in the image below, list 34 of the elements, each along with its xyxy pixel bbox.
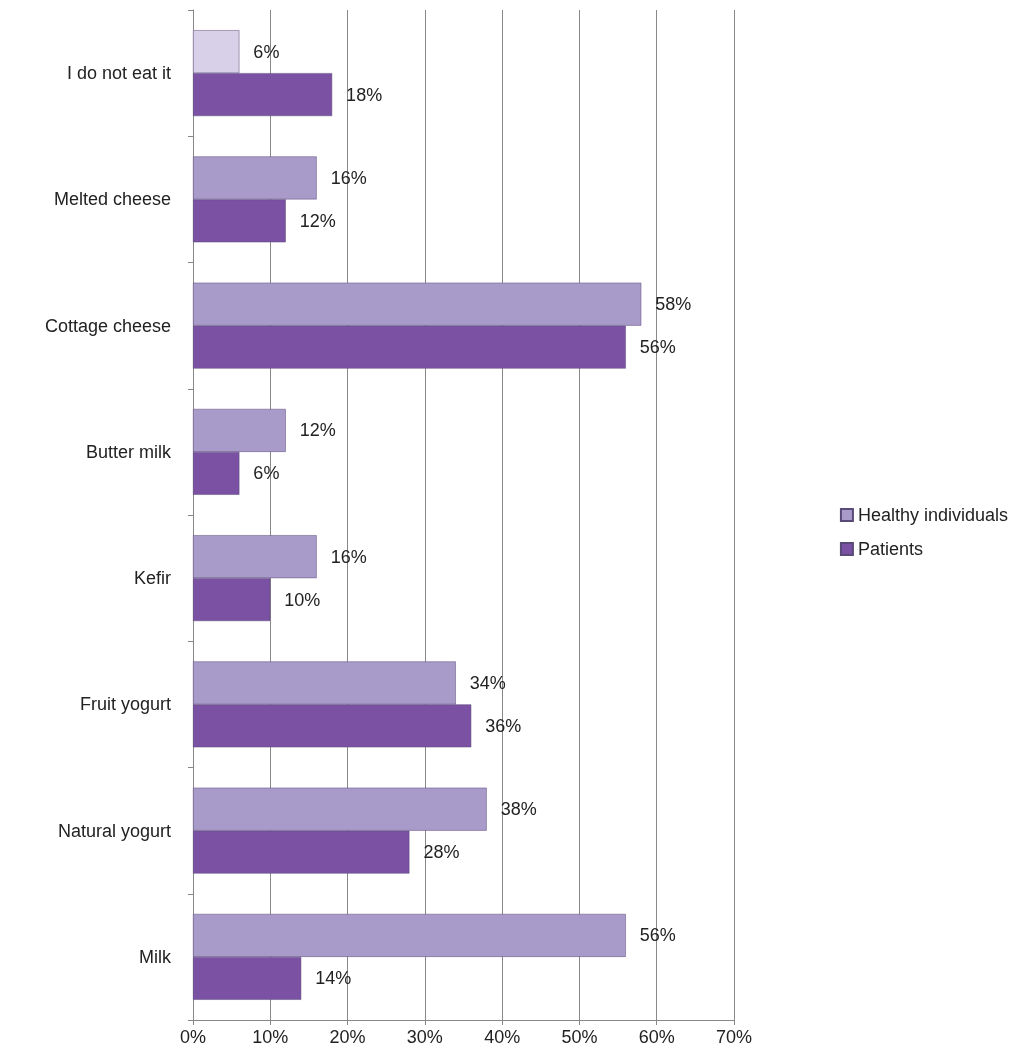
y-tick-label: Milk xyxy=(139,946,172,967)
legend-label: Patients xyxy=(857,539,923,559)
y-tick-label: Natural yogurt xyxy=(57,820,171,841)
y-tick-label: Cottage cheese xyxy=(44,315,171,336)
x-tick-label: 40% xyxy=(484,1027,521,1047)
data-label: 58% xyxy=(655,294,692,315)
y-tick-label: I do not eat it xyxy=(66,63,171,84)
data-label: 10% xyxy=(284,589,321,610)
x-tick-label: 0% xyxy=(179,1027,207,1047)
x-tick-label: 50% xyxy=(561,1027,598,1047)
data-label: 6% xyxy=(253,41,280,62)
data-label: 12% xyxy=(299,210,336,231)
x-tick-label: 70% xyxy=(715,1027,753,1047)
data-label: 56% xyxy=(639,925,676,946)
y-tick-label: Butter milk xyxy=(85,441,172,462)
x-tick-label: 20% xyxy=(329,1027,366,1047)
y-tick-label: Kefir xyxy=(133,568,171,589)
data-label: 56% xyxy=(639,337,676,358)
data-label: 16% xyxy=(330,167,367,188)
data-label: 38% xyxy=(500,799,537,820)
x-tick-label: 10% xyxy=(252,1027,289,1047)
legend-label: Healthy individuals xyxy=(857,505,1009,525)
x-tick-label: 60% xyxy=(638,1027,675,1047)
y-tick-label: Melted cheese xyxy=(53,189,171,210)
x-tick-label: 30% xyxy=(406,1027,443,1047)
data-label: 28% xyxy=(423,842,460,863)
data-label: 34% xyxy=(469,672,506,693)
data-label: 12% xyxy=(299,420,336,441)
data-label: 14% xyxy=(315,968,352,989)
data-label: 18% xyxy=(346,84,383,105)
data-label: 36% xyxy=(485,715,522,736)
y-tick-label: Fruit yogurt xyxy=(79,694,171,715)
data-label: 6% xyxy=(253,463,280,484)
data-label: 16% xyxy=(330,546,367,567)
